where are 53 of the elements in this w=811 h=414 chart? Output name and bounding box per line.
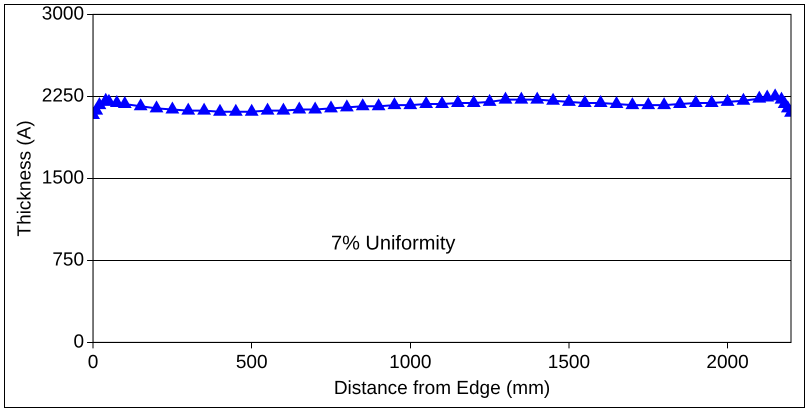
point <box>674 97 686 108</box>
point <box>340 100 354 112</box>
point <box>705 96 718 107</box>
x-tick-label: 0 <box>88 352 98 374</box>
y-tick-label: 750 <box>52 250 84 271</box>
point <box>214 104 226 116</box>
point <box>198 104 210 115</box>
point <box>245 104 258 116</box>
point <box>293 102 306 114</box>
point <box>134 99 147 110</box>
point <box>230 104 242 116</box>
point <box>626 98 639 110</box>
point <box>356 99 369 110</box>
x-tick-label: 500 <box>236 352 268 374</box>
y-tick-label: 2250 <box>42 86 84 107</box>
y-tick-label: 1500 <box>42 168 84 189</box>
point <box>578 96 591 107</box>
point <box>277 104 290 115</box>
point <box>150 101 163 112</box>
x-tick-label: 1500 <box>548 352 590 374</box>
point <box>308 102 322 114</box>
y-tick-label: 3000 <box>42 4 84 25</box>
point <box>658 98 670 110</box>
y-tick-label: 0 <box>73 332 84 353</box>
point <box>468 96 480 107</box>
point <box>546 94 560 105</box>
point <box>721 94 734 106</box>
point <box>166 102 179 114</box>
point <box>182 104 194 115</box>
point <box>515 92 528 104</box>
point <box>261 104 274 115</box>
point <box>388 98 401 110</box>
y-axis-title: Thickness (A) <box>14 120 36 236</box>
point <box>404 98 417 110</box>
point <box>737 94 750 105</box>
point <box>483 94 496 106</box>
point <box>562 94 576 106</box>
point <box>690 96 702 107</box>
point <box>324 101 338 112</box>
point <box>118 97 131 108</box>
point <box>372 99 385 110</box>
point <box>610 97 623 108</box>
point <box>420 97 432 108</box>
point <box>594 96 607 107</box>
x-tick-label: 1000 <box>389 352 432 374</box>
x-tick-label: 2000 <box>706 352 749 374</box>
point <box>642 98 654 110</box>
point <box>499 92 512 104</box>
annotation: 7% Uniformity <box>330 232 456 255</box>
point <box>436 97 448 108</box>
x-axis-title: Distance from Edge (mm) <box>334 378 550 399</box>
point <box>452 96 464 107</box>
point <box>531 92 544 104</box>
